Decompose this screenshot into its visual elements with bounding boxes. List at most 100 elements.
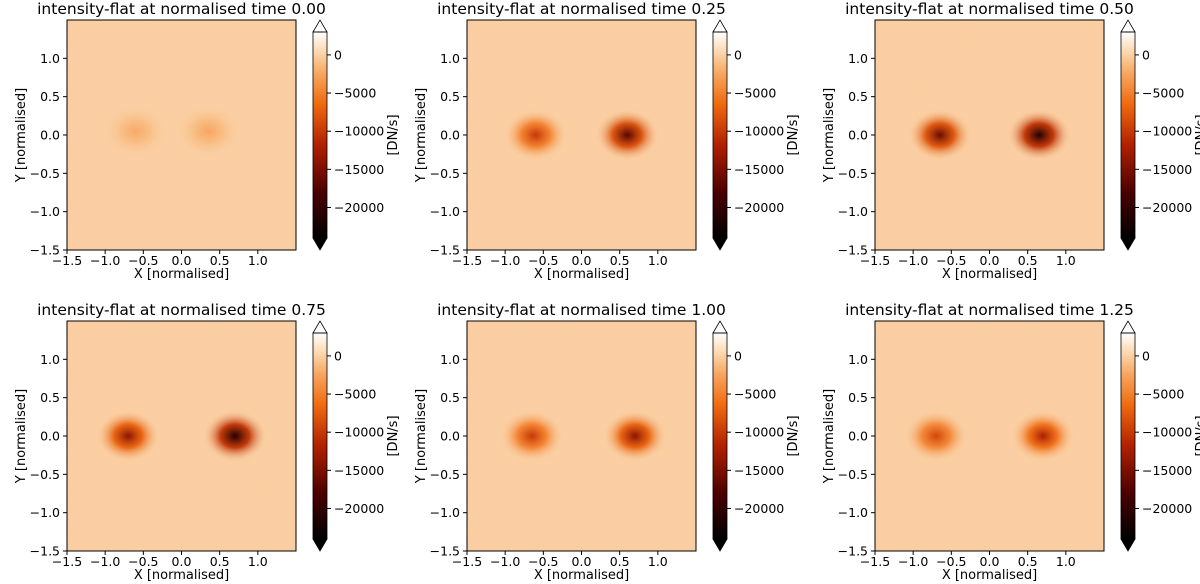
colorbar-gradient [713,333,727,539]
colorbar-tick-label: 0 [1142,348,1150,363]
colorbar-tick-label: −15000 [734,162,784,177]
colorbar-extend-max [712,19,728,33]
colorbar-tick-label: −15000 [334,162,384,177]
colorbar-tick-label: −5000 [334,86,376,101]
heatmap-blob-right [202,409,267,463]
colorbar-gradient [313,32,327,238]
colorbar-extend-min [1120,538,1136,552]
heatmap-panel-1: intensity-flat at normalised time 0.00 −1… [14,0,401,282]
y-tick-label: −1.5 [838,243,868,258]
x-tick-label: 0.0 [572,554,592,569]
y-axis-label: Y [normalised] [414,88,429,183]
colorbar-tick-label: 0 [334,348,342,363]
y-tick-label: −1.5 [838,544,868,559]
y-tick-label: 0.5 [848,89,868,104]
x-axis-label: X [normalised] [134,568,229,583]
x-tick-label: 1.0 [1056,253,1076,268]
colorbar-frame [712,31,728,239]
y-tick-label: −0.5 [838,467,868,482]
colorbar-tick-label: 0 [734,348,742,363]
colorbar-gradient [713,32,727,238]
y-tick-label: 0.0 [848,429,868,444]
y-tick-label: 1.0 [440,352,460,367]
colorbar: 0 −5000 −10000 −15000 −20000 [DN/s] [712,320,801,552]
y-tick-label: 0.5 [40,390,60,405]
colorbar-extend-min [312,237,328,251]
x-axis-label: X [normalised] [534,568,629,583]
y-tick-label: 0.0 [40,128,60,143]
colorbar-tick-label: −10000 [334,425,384,440]
y-tick-label: −0.5 [30,166,60,181]
colorbar-extend-max [312,19,328,33]
colorbar-tick-label: −15000 [334,463,384,478]
heatmap-noise [467,20,696,250]
x-tick-label: 0.5 [610,253,630,268]
heatmap-panel-2: intensity-flat at normalised time 0.25 −1… [414,0,801,282]
y-axis-label: Y [normalised] [14,389,29,484]
x-tick-label: 1.0 [1056,554,1076,569]
colorbar-extend-min [712,237,728,251]
colorbar: 0 −5000 −10000 −15000 −20000 [DN/s] [1120,320,1200,552]
colorbar-tick-label: −15000 [1142,463,1192,478]
colorbar-label: [DN/s] [786,415,801,456]
x-tick-label: 0.5 [610,554,630,569]
colorbar-tick-label: −20000 [334,200,384,215]
heatmap-panel-5: intensity-flat at normalised time 1.00 −1… [414,301,801,583]
x-tick-label: −0.5 [936,253,966,268]
colorbar-gradient [1121,333,1135,539]
panel-title: intensity-flat at normalised time 1.25 [845,301,1134,319]
y-tick-label: 0.5 [848,390,868,405]
x-tick-label: 0.0 [980,253,1000,268]
colorbar-tick-label: −5000 [734,387,776,402]
heatmap-blob-right [1010,409,1075,463]
y-tick-label: −1.5 [430,544,460,559]
panel-title: intensity-flat at normalised time 0.50 [845,0,1134,18]
colorbar-frame [712,332,728,540]
colorbar-tick-label: −10000 [334,124,384,139]
heatmap-blob-right [176,105,241,158]
y-tick-label: −1.5 [430,243,460,258]
y-tick-label: 1.0 [40,51,60,66]
colorbar-frame [312,332,328,540]
colorbar-tick-label: −5000 [334,387,376,402]
colorbar-extend-max [1120,19,1136,33]
heatmap-blob-left [503,108,568,162]
y-tick-label: −1.0 [430,505,460,520]
y-tick-label: 0.5 [40,89,60,104]
x-tick-label: 0.0 [980,554,1000,569]
panel-title: intensity-flat at normalised time 1.00 [437,301,726,319]
y-tick-label: −0.5 [30,467,60,482]
x-tick-label: −1.0 [490,554,520,569]
colorbar-tick-label: −20000 [734,200,784,215]
x-tick-label: −1.5 [452,253,482,268]
colorbar-label: [DN/s] [786,114,801,155]
y-tick-label: 0.0 [440,429,460,444]
y-axis-label: Y [normalised] [414,389,429,484]
y-tick-label: 1.0 [848,352,868,367]
colorbar-tick-label: 0 [334,47,342,62]
y-tick-label: 0.5 [440,390,460,405]
y-tick-label: −1.5 [30,243,60,258]
colorbar-frame [1120,332,1136,540]
panel-title: intensity-flat at normalised time 0.25 [437,0,726,18]
x-tick-label: 0.0 [572,253,592,268]
colorbar-tick-label: −5000 [1142,86,1184,101]
y-tick-label: 1.0 [848,51,868,66]
heatmap-blob-left [499,409,564,463]
y-tick-label: 0.0 [440,128,460,143]
colorbar-tick-label: −15000 [1142,162,1192,177]
colorbar-tick-label: −10000 [1142,425,1192,440]
colorbar-gradient [313,333,327,539]
panel-title: intensity-flat at normalised time 0.00 [37,0,326,18]
colorbar-label: [DN/s] [386,415,401,456]
x-tick-label: 1.0 [248,253,268,268]
colorbar-tick-label: 0 [1142,47,1150,62]
y-tick-label: −1.0 [430,204,460,219]
x-tick-label: −0.5 [128,554,158,569]
colorbar-tick-label: −10000 [734,124,784,139]
heatmap-blob-left [96,409,161,463]
x-tick-label: 0.0 [172,554,192,569]
colorbar-extend-max [712,320,728,334]
y-tick-label: 1.0 [40,352,60,367]
x-tick-label: −1.5 [452,554,482,569]
